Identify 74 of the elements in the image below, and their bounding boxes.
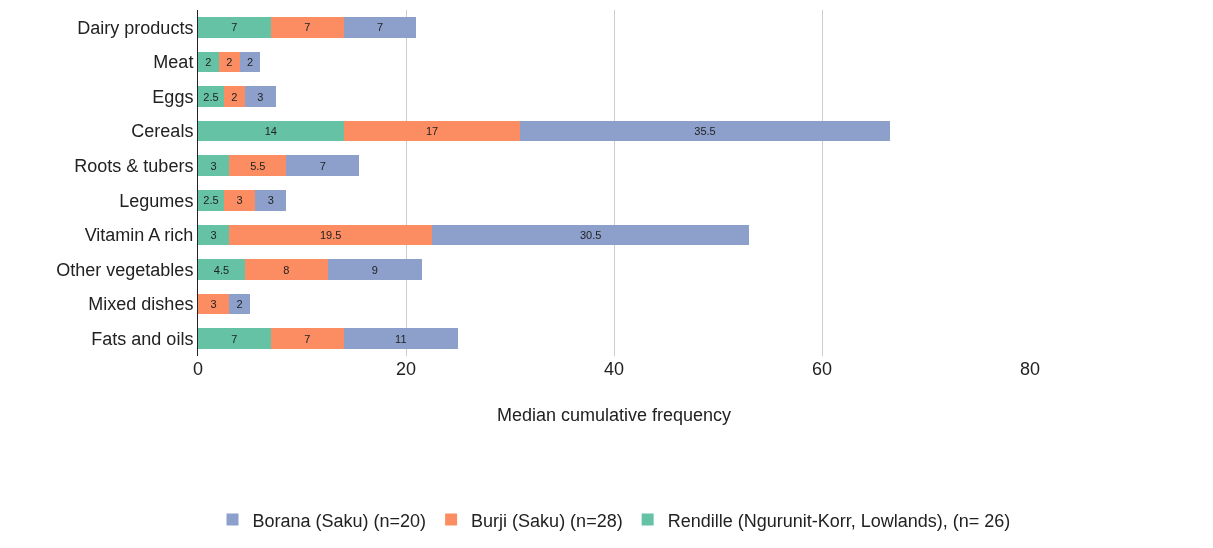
bar	[198, 16, 271, 38]
data-label: 7	[304, 21, 311, 34]
bar	[198, 224, 230, 246]
bar	[328, 259, 422, 280]
data-label: 2	[236, 298, 243, 311]
bar	[198, 259, 245, 280]
data-label: 19.5	[319, 228, 342, 241]
data-label: 7	[231, 332, 238, 345]
legend-label: Borana (Saku) (n=20)	[252, 510, 427, 531]
data-label: 7	[376, 21, 384, 34]
bar	[198, 51, 219, 73]
data-label: 7	[319, 159, 326, 172]
y-tick-label: Fats and oils	[91, 329, 194, 349]
y-tick-label: Roots & tubers	[74, 156, 194, 176]
data-label: 11	[395, 332, 407, 345]
bar	[343, 120, 521, 142]
bar	[198, 328, 271, 350]
bar	[229, 293, 250, 315]
data-label: 3	[236, 194, 243, 207]
data-label: 3	[210, 298, 217, 311]
data-label: 8	[283, 263, 290, 276]
data-label: 17	[425, 125, 439, 138]
data-label: 2.5	[203, 90, 219, 103]
y-tick-label: Dairy products	[77, 17, 194, 38]
bar	[270, 328, 344, 350]
y-tick-label: Vitamin A rich	[84, 225, 194, 246]
data-label: 5.5	[250, 159, 266, 172]
data-label: 30.5	[579, 228, 602, 241]
bar	[198, 155, 230, 177]
bar	[224, 189, 256, 211]
legend-label: Burji (Saku) (n=28)	[471, 510, 623, 531]
data-label: 7	[304, 332, 311, 345]
bar	[229, 155, 287, 177]
bar	[198, 293, 230, 315]
bar	[432, 224, 750, 246]
data-label: 2	[246, 55, 254, 68]
legend-label: Rendille (Ngurunit-Korr, Lowlands), (n= 26)	[667, 510, 1011, 531]
data-label: 2	[231, 90, 238, 103]
bar	[343, 16, 417, 38]
bar	[224, 86, 245, 107]
bar	[286, 155, 360, 177]
bar	[198, 120, 344, 142]
data-label: 14	[264, 125, 277, 138]
bar	[229, 224, 432, 246]
x-tick-label: 80	[1019, 359, 1041, 379]
data-label: 7	[231, 21, 238, 34]
x-tick-label: 0	[192, 359, 204, 379]
bar	[343, 328, 458, 350]
bar	[520, 120, 890, 142]
data-label: 3	[210, 159, 217, 172]
x-tick-label: 20	[395, 359, 417, 379]
x-tick-label: 40	[603, 359, 625, 379]
data-label: 9	[371, 263, 378, 276]
data-label: 2	[226, 55, 233, 68]
x-tick-label: 60	[811, 359, 833, 379]
y-tick-label: Meat	[153, 52, 194, 73]
data-label: 2.5	[203, 194, 219, 207]
y-tick-label: Cereals	[131, 121, 194, 142]
data-label: 3	[267, 194, 274, 207]
x-axis-title: Median cumulative frequency	[496, 405, 732, 426]
bar	[218, 51, 240, 73]
data-label: 4.5	[213, 263, 230, 276]
y-tick-label: Other vegetables	[56, 259, 194, 280]
y-tick-label: Eggs	[152, 86, 194, 107]
bar	[244, 259, 328, 280]
bar	[255, 189, 287, 211]
data-label: 3	[257, 90, 264, 103]
data-label: 2	[205, 55, 212, 68]
y-tick-label: Mixed dishes	[88, 294, 194, 315]
bar	[270, 16, 344, 38]
y-tick-label: Legumes	[119, 190, 194, 211]
bar	[244, 86, 276, 107]
data-label: 35.5	[694, 125, 716, 138]
data-label: 3	[210, 228, 217, 241]
